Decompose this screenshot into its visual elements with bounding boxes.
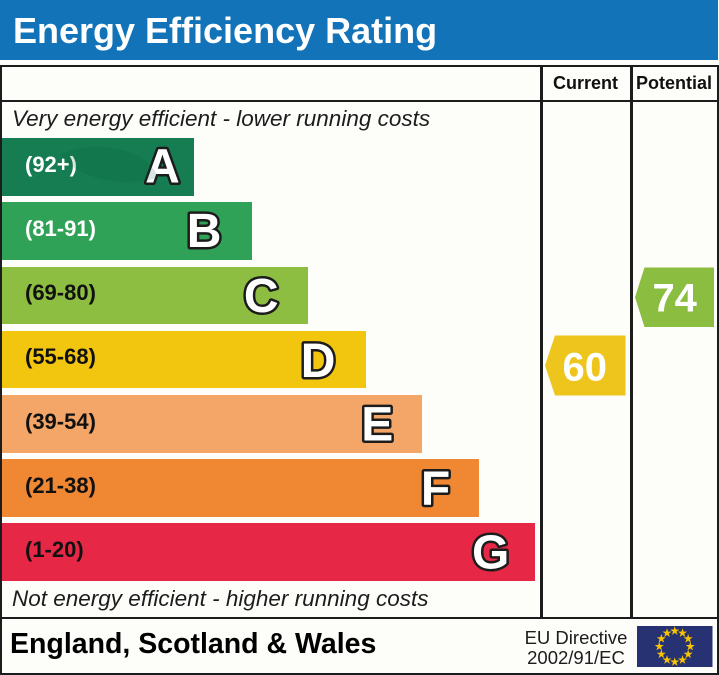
svg-text:60: 60 bbox=[563, 346, 608, 390]
svg-text:74: 74 bbox=[652, 277, 697, 321]
svg-text:F: F bbox=[421, 463, 450, 516]
svg-text:B: B bbox=[187, 205, 222, 258]
svg-text:E: E bbox=[361, 398, 393, 451]
svg-text:D: D bbox=[301, 335, 336, 388]
svg-text:C: C bbox=[244, 270, 279, 323]
svg-text:G: G bbox=[472, 527, 509, 580]
svg-text:A: A bbox=[145, 141, 180, 194]
